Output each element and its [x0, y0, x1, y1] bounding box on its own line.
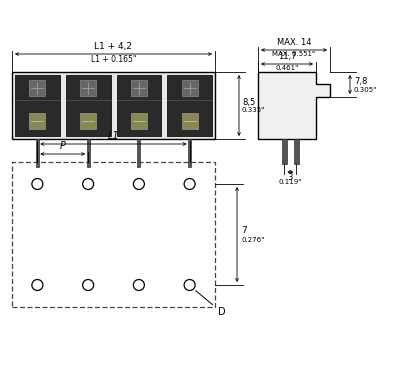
Text: 11,7: 11,7 — [278, 52, 296, 61]
Bar — [29, 80, 45, 96]
Bar — [116, 75, 161, 136]
Text: 0.461": 0.461" — [275, 65, 299, 71]
Text: MAX. 0.551": MAX. 0.551" — [272, 51, 316, 57]
Circle shape — [184, 178, 195, 189]
Bar — [36, 139, 39, 167]
Bar — [294, 139, 299, 164]
Bar — [12, 162, 215, 307]
Circle shape — [133, 280, 144, 291]
Text: 3: 3 — [288, 173, 293, 182]
Text: P: P — [60, 141, 66, 151]
Text: L1: L1 — [108, 131, 119, 141]
Circle shape — [32, 280, 43, 291]
Circle shape — [32, 178, 43, 189]
Bar — [182, 80, 198, 96]
Text: 0.119": 0.119" — [279, 179, 302, 185]
Bar — [282, 139, 287, 164]
Bar — [188, 139, 191, 167]
Text: 7: 7 — [241, 226, 247, 235]
Circle shape — [184, 280, 195, 291]
Text: L1 + 0.165": L1 + 0.165" — [91, 55, 136, 64]
Text: 0.276": 0.276" — [241, 236, 264, 243]
Bar — [15, 75, 60, 136]
Bar — [80, 113, 96, 129]
Circle shape — [83, 178, 94, 189]
Bar — [182, 113, 198, 129]
Text: 8,5: 8,5 — [242, 98, 255, 107]
Bar — [80, 80, 96, 96]
Bar — [12, 72, 215, 139]
Text: L1 + 4,2: L1 + 4,2 — [94, 42, 132, 51]
Text: 7,8: 7,8 — [354, 77, 367, 86]
Circle shape — [83, 280, 94, 291]
Bar — [29, 113, 45, 129]
Text: 0.335": 0.335" — [242, 108, 265, 113]
Circle shape — [133, 178, 144, 189]
Bar — [167, 75, 212, 136]
Bar — [137, 139, 140, 167]
Text: 0.305": 0.305" — [354, 87, 377, 92]
Polygon shape — [258, 72, 330, 139]
Bar — [131, 80, 147, 96]
Text: MAX. 14: MAX. 14 — [277, 38, 311, 47]
Text: D: D — [196, 291, 225, 317]
Bar — [131, 113, 147, 129]
Bar — [66, 75, 110, 136]
Bar — [87, 139, 90, 167]
